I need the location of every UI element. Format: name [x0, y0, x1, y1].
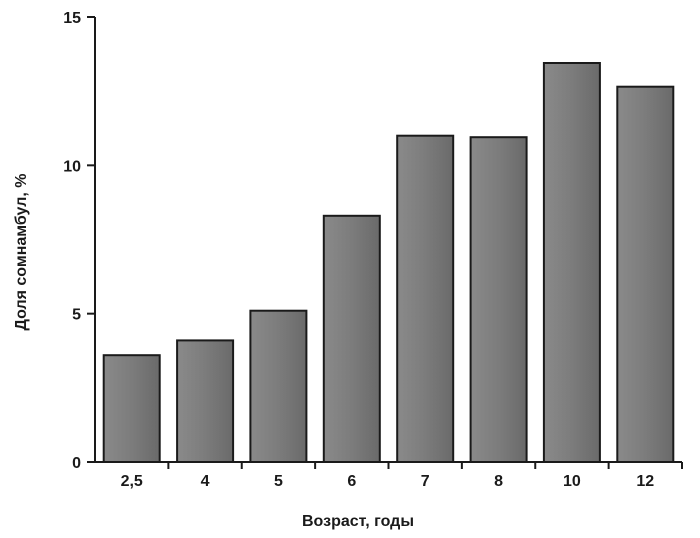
y-tick-label-0: 0: [72, 455, 81, 472]
bar-5: [469, 136, 528, 463]
x-tick-label-1: 4: [201, 473, 210, 490]
bar-0: [102, 354, 161, 464]
y-tick-label-2: 10: [63, 158, 81, 175]
x-tick-label-5: 8: [494, 473, 503, 490]
y-tick-label-1: 5: [72, 307, 81, 324]
x-tick-label-3: 6: [347, 473, 356, 490]
y-axis-title: Доля сомнамбул, %: [13, 173, 30, 330]
x-tick-label-2: 5: [274, 473, 283, 490]
x-ticks-group: 2,5 4 5 6 7 8 10 12: [121, 462, 683, 490]
y-ticks-group: 0 5 10 15: [63, 10, 95, 472]
bar-7: [616, 85, 675, 463]
x-tick-label-7: 12: [636, 473, 654, 490]
x-tick-label-4: 7: [421, 473, 430, 490]
x-axis-title: Возраст, годы: [302, 513, 414, 530]
bars-group: [102, 62, 675, 464]
y-tick-label-3: 15: [63, 10, 81, 27]
bar-4: [396, 134, 455, 463]
bar-1: [176, 339, 235, 463]
bar-6: [542, 62, 601, 463]
x-tick-label-0: 2,5: [121, 473, 143, 490]
bar-2: [249, 309, 308, 464]
x-tick-label-6: 10: [563, 473, 581, 490]
bar-3: [322, 214, 381, 463]
